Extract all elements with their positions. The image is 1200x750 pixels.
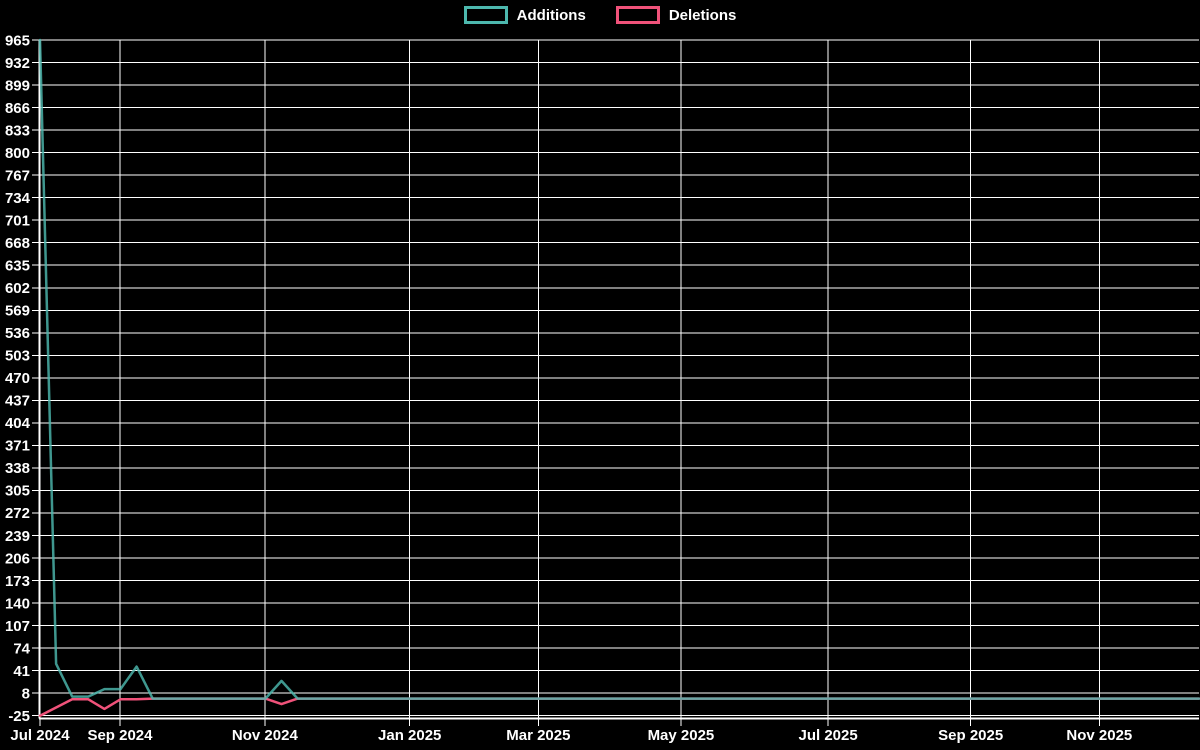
legend-swatch-additions	[463, 6, 508, 24]
y-tick-label: 239	[5, 528, 30, 545]
y-tick-label: 833	[5, 122, 30, 139]
x-tick-label: Jul 2024	[10, 727, 70, 744]
y-tick-label: 371	[5, 438, 30, 455]
legend-label: Deletions	[668, 6, 737, 24]
y-tick-label: 602	[5, 280, 30, 297]
legend-item-additions[interactable]: Additions	[463, 6, 586, 24]
y-tick-label: 734	[5, 190, 31, 207]
y-tick-label: 206	[5, 550, 30, 567]
y-tick-label: 536	[5, 325, 30, 342]
y-tick-label: 569	[5, 303, 30, 320]
y-tick-label: 404	[5, 415, 31, 432]
x-tick-label: Sep 2025	[938, 727, 1003, 744]
y-tick-label: 173	[5, 573, 30, 590]
y-tick-label: 140	[5, 595, 30, 612]
legend-label: Additions	[516, 6, 586, 24]
y-tick-label: 932	[5, 55, 30, 72]
y-tick-label: 668	[5, 235, 30, 252]
y-tick-label: 305	[5, 483, 30, 500]
y-tick-label: -25	[8, 708, 30, 725]
x-tick-label: Nov 2024	[232, 727, 299, 744]
deletions-line	[38, 697, 1200, 717]
chart-legend: Additions Deletions	[0, 6, 1200, 24]
y-tick-label: 503	[5, 348, 30, 365]
y-tick-label: 635	[5, 257, 30, 274]
x-tick-label: Jan 2025	[378, 727, 441, 744]
legend-swatch-deletions	[615, 6, 660, 24]
y-tick-label: 41	[13, 663, 30, 680]
y-tick-label: 800	[5, 145, 30, 162]
x-tick-label: Mar 2025	[506, 727, 570, 744]
additions-line	[38, 38, 1200, 700]
y-tick-label: 701	[5, 212, 30, 229]
y-tick-label: 8	[22, 685, 30, 702]
legend-item-deletions[interactable]: Deletions	[615, 6, 737, 24]
y-tick-label: 107	[5, 618, 30, 635]
x-tick-label: May 2025	[648, 727, 715, 744]
y-tick-label: 899	[5, 77, 30, 94]
y-tick-label: 866	[5, 100, 30, 117]
y-tick-label: 965	[5, 32, 30, 49]
y-tick-label: 470	[5, 370, 30, 387]
x-tick-label: Sep 2024	[87, 727, 153, 744]
y-tick-label: 272	[5, 505, 30, 522]
y-tick-label: 74	[13, 640, 30, 657]
y-tick-label: 437	[5, 393, 30, 410]
y-tick-label: 338	[5, 460, 30, 477]
y-tick-label: 767	[5, 167, 30, 184]
x-tick-label: Jul 2025	[799, 727, 858, 744]
x-tick-label: Nov 2025	[1066, 727, 1132, 744]
